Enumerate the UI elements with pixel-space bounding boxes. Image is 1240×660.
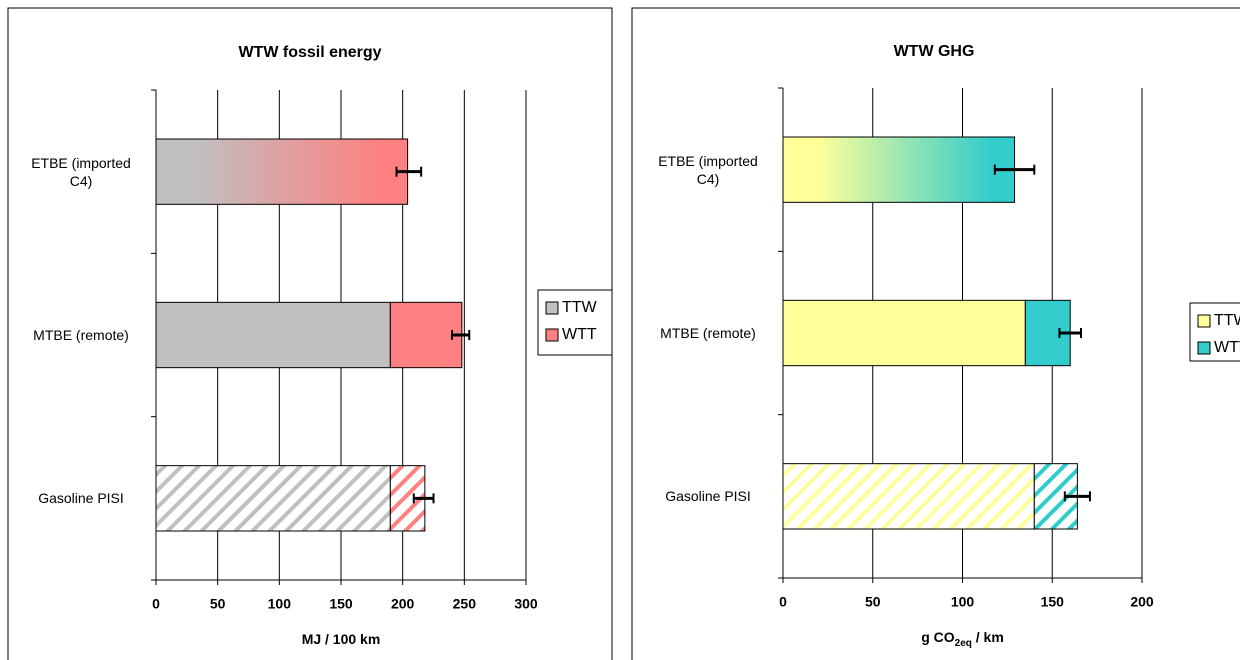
x-tick-label: 50 (210, 596, 226, 612)
legend-swatch (545, 301, 559, 315)
x-axis-label-part: 2eq (955, 638, 972, 649)
x-tick-label: 200 (1130, 594, 1154, 610)
y-tick-label: MTBE (remote) (660, 325, 756, 341)
x-tick-label: 200 (391, 596, 415, 612)
x-tick-label: 100 (951, 594, 975, 610)
bar-segment (155, 301, 391, 369)
y-tick-label: ETBE (imported C4) (31, 154, 131, 189)
x-axis-label-part: g CO (921, 629, 955, 645)
bar-segment (782, 299, 1026, 367)
bar-segment (389, 301, 463, 369)
chart-title: WTW GHG (894, 43, 975, 60)
x-tick-label: 50 (865, 594, 881, 610)
x-tick-label: 150 (329, 596, 353, 612)
chart-frame (631, 7, 1240, 660)
x-tick-label: 150 (1041, 594, 1065, 610)
x-tick-label: 0 (152, 596, 160, 612)
legend-label: WTT (562, 326, 597, 343)
x-axis-label: MJ / 100 km (302, 631, 381, 647)
chart-title: WTW fossil energy (238, 44, 381, 61)
legend-swatch (1197, 341, 1211, 355)
bar-gradient (782, 136, 1016, 203)
y-tick-label: ETBE (imported C4) (658, 152, 758, 187)
bar-segment (155, 465, 391, 532)
x-tick-label: 250 (453, 596, 477, 612)
x-axis-label-part: / km (972, 629, 1004, 645)
y-tick-label: MTBE (remote) (33, 327, 129, 343)
x-tick-label: 0 (779, 594, 787, 610)
y-tick-label: Gasoline PISI (665, 488, 751, 505)
x-tick-label: 100 (268, 596, 292, 612)
x-axis-label-part: MJ / 100 km (302, 631, 381, 647)
legend-box (537, 289, 613, 356)
x-tick-label: 300 (514, 596, 538, 612)
y-tick-label: Gasoline PISI (38, 490, 124, 507)
legend-label: TTW (1214, 312, 1240, 329)
legend-label: TTW (562, 299, 598, 316)
bar-segment (782, 463, 1035, 530)
legend-swatch (545, 328, 559, 342)
legend-swatch (1197, 314, 1211, 328)
x-axis-label: g CO2eq / km (921, 629, 1004, 649)
bar-gradient (155, 138, 409, 205)
legend-label: WTT (1214, 339, 1240, 356)
